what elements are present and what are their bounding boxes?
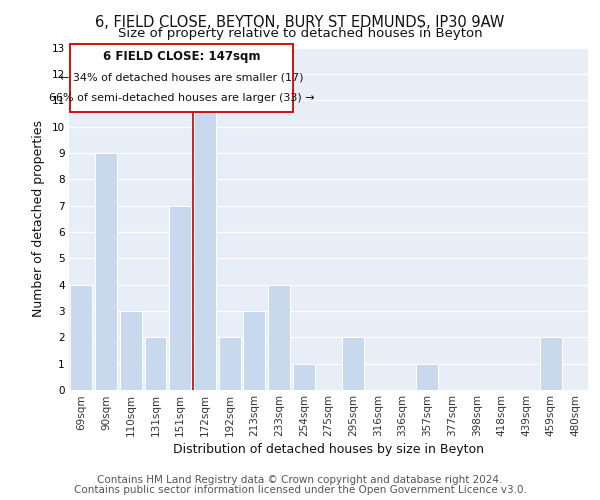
Bar xyxy=(293,364,314,390)
Text: 6 FIELD CLOSE: 147sqm: 6 FIELD CLOSE: 147sqm xyxy=(103,50,260,63)
Bar xyxy=(120,311,142,390)
Bar xyxy=(540,338,562,390)
Text: Contains HM Land Registry data © Crown copyright and database right 2024.: Contains HM Land Registry data © Crown c… xyxy=(97,475,503,485)
Bar xyxy=(70,284,92,390)
Bar xyxy=(219,338,241,390)
Bar xyxy=(244,311,265,390)
Text: Contains public sector information licensed under the Open Government Licence v3: Contains public sector information licen… xyxy=(74,485,526,495)
Text: 6, FIELD CLOSE, BEYTON, BURY ST EDMUNDS, IP30 9AW: 6, FIELD CLOSE, BEYTON, BURY ST EDMUNDS,… xyxy=(95,15,505,30)
X-axis label: Distribution of detached houses by size in Beyton: Distribution of detached houses by size … xyxy=(173,443,484,456)
Bar xyxy=(95,153,117,390)
Bar xyxy=(343,338,364,390)
Text: ← 34% of detached houses are smaller (17): ← 34% of detached houses are smaller (17… xyxy=(60,73,303,83)
Bar xyxy=(268,284,290,390)
Text: Size of property relative to detached houses in Beyton: Size of property relative to detached ho… xyxy=(118,28,482,40)
Bar xyxy=(194,100,216,390)
FancyBboxPatch shape xyxy=(70,44,293,112)
Y-axis label: Number of detached properties: Number of detached properties xyxy=(32,120,44,318)
Bar xyxy=(169,206,191,390)
Text: 66% of semi-detached houses are larger (33) →: 66% of semi-detached houses are larger (… xyxy=(49,92,314,102)
Bar xyxy=(145,338,166,390)
Bar xyxy=(416,364,438,390)
